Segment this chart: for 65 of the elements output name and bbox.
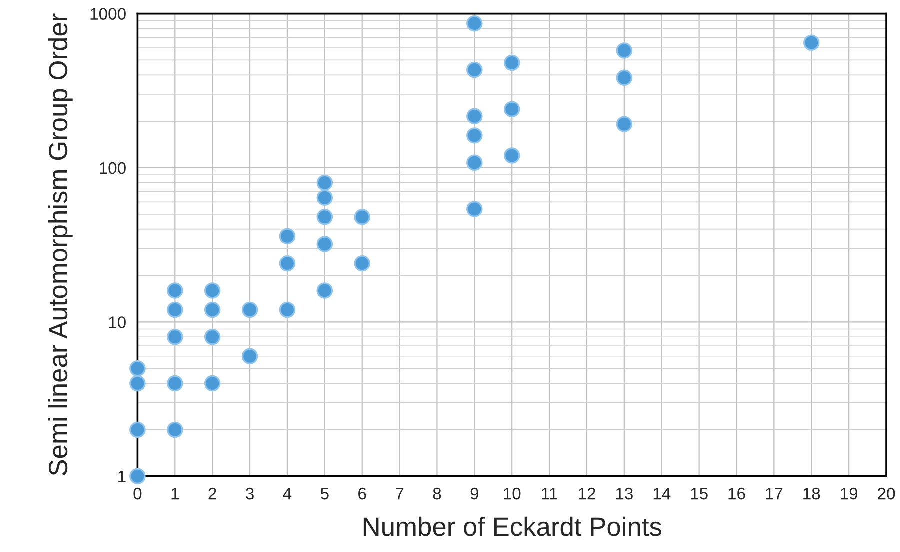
y-axis-title: Semi linear Automorphism Group Order [48,14,73,476]
x-tick-label: 16 [728,488,746,500]
point [466,15,483,32]
point [316,236,334,252]
point [167,282,184,299]
point [204,375,221,392]
point [504,148,520,164]
x-tick-label: 18 [804,488,820,500]
point [616,42,633,59]
x-tick-label: 12 [578,488,596,500]
y-tick-label: 100 [100,162,126,174]
point [316,190,334,206]
point [279,255,296,272]
x-tick-label: 0 [134,488,142,500]
point [167,302,184,318]
x-tick-label: 15 [691,488,708,500]
x-tick-label: 2 [208,488,216,500]
point [279,302,296,318]
x-tick-label: 5 [320,488,329,500]
point [354,209,370,226]
x-tick-label: 9 [470,488,479,500]
point [167,329,184,346]
x-tick-label: 13 [616,488,633,500]
x-tick-label: 1 [172,488,179,500]
point [316,282,334,299]
x-axis-title: Number of Eckardt Points [364,516,662,536]
x-tick-label: 4 [283,488,292,500]
point [466,62,483,78]
point [466,108,483,125]
x-tick-label: 7 [396,488,404,500]
x-tick-label: 19 [841,488,858,500]
point [242,348,258,365]
point [466,128,483,144]
point [316,209,334,226]
x-tick-label: 11 [542,488,558,500]
point [242,302,258,318]
point [130,422,146,438]
point [616,70,633,86]
point [204,302,221,318]
point [354,255,370,272]
point [167,422,184,438]
point [466,154,483,171]
y-tick-label: 1 [118,470,126,482]
y-tick-label: 10 [109,316,126,328]
point [504,101,520,118]
point [316,174,334,192]
x-tick-label: 20 [878,488,896,500]
point [466,201,483,218]
x-tick-label: 3 [246,488,254,500]
point [130,375,146,392]
point [279,228,296,245]
y-tick-label: 1000 [90,8,126,20]
x-tick-label: 17 [766,488,783,500]
x-tick-label: 14 [654,488,671,500]
point [204,282,221,299]
point [504,54,520,72]
point [204,329,221,346]
point [130,360,146,377]
x-tick-label: 6 [358,488,366,500]
x-tick-label: 10 [504,488,521,500]
point [804,34,820,51]
point [616,116,633,132]
point [167,375,184,392]
point [130,468,146,484]
x-tick-label: 8 [433,488,442,500]
